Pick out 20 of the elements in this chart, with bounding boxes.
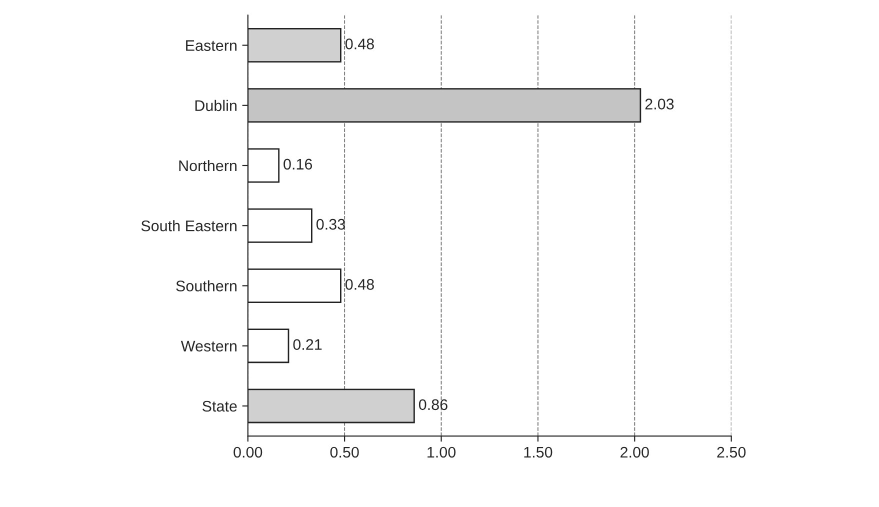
y-tick-label: South Eastern bbox=[141, 220, 236, 232]
data-label: 0.86 bbox=[418, 399, 448, 410]
x-tick-label: 2.50 bbox=[717, 446, 746, 458]
y-tick-label: State bbox=[202, 400, 237, 412]
x-tick-label: 0.00 bbox=[234, 446, 262, 458]
y-tick-label: Eastern bbox=[186, 40, 236, 51]
y-tick-label: Dublin bbox=[195, 100, 236, 112]
data-label: 0.21 bbox=[293, 339, 322, 350]
y-tick-label: Southern bbox=[176, 280, 236, 292]
x-tick-label: 1.50 bbox=[524, 446, 552, 458]
data-label: 0.48 bbox=[345, 279, 374, 290]
data-label: 0.48 bbox=[345, 38, 374, 50]
x-tick-label: 1.00 bbox=[428, 446, 456, 458]
x-tick-label: 0.50 bbox=[330, 446, 359, 458]
y-tick-label: Western bbox=[180, 340, 236, 352]
data-label: 2.03 bbox=[645, 98, 674, 110]
data-label: 0.16 bbox=[284, 158, 312, 170]
x-tick-label: 2.00 bbox=[620, 446, 649, 458]
data-label: 0.33 bbox=[316, 218, 345, 230]
y-tick-label: Northern bbox=[179, 160, 236, 172]
